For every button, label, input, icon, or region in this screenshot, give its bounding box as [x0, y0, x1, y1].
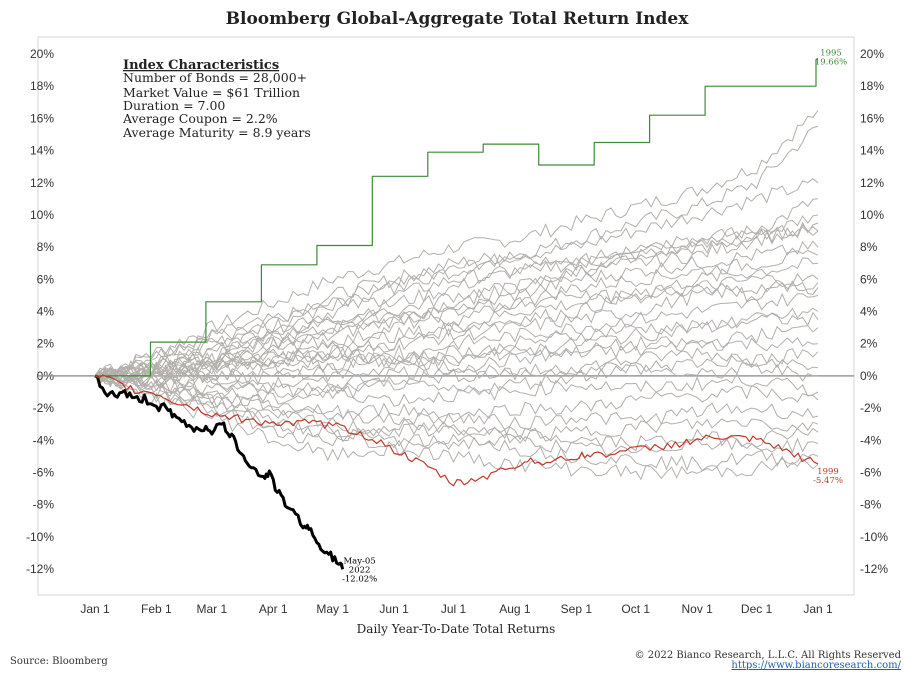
y-tick-label-right: -12% [860, 562, 888, 576]
background-series-line [94, 375, 819, 462]
highlight-series-group [94, 58, 819, 570]
background-series-line [94, 214, 819, 387]
website-link[interactable]: https://www.biancoresearch.com/ [731, 660, 901, 671]
x-tick-label: Mar 1 [197, 602, 228, 616]
y-tick-label-right: 8% [860, 240, 878, 254]
source-note: Source: Bloomberg [10, 656, 108, 667]
x-tick-label: Jun 1 [379, 602, 409, 616]
series-end-label-2022: May-05 2022 -12.02% [342, 556, 377, 584]
y-tick-label-left: 16% [30, 111, 54, 125]
background-series-line [94, 371, 819, 472]
y-tick-label-right: 18% [860, 79, 884, 93]
background-series-line [94, 198, 819, 378]
y-axis-right: -12% -10% -8% -6% -4% -2% 0% 2% 4% 6% 8% 10% 12% 14% 1… [860, 47, 888, 576]
x-tick-label: Nov 1 [681, 602, 713, 616]
y-tick-label-left: -12% [26, 562, 54, 576]
y-tick-label-right: -4% [860, 433, 882, 447]
annotation-box: Index Characteristics Number of Bonds = … [122, 58, 311, 140]
background-series-line [94, 273, 819, 381]
background-series-line [94, 362, 819, 400]
background-series-line [94, 374, 819, 456]
y-tick-label-left: 8% [37, 240, 55, 254]
y-tick-label-left: -10% [26, 530, 54, 544]
y-tick-label-left: 10% [30, 208, 54, 222]
x-tick-label: Feb 1 [141, 602, 172, 616]
y-tick-label-right: -6% [860, 465, 882, 479]
y-tick-label-right: 20% [860, 47, 884, 61]
chart-title: Bloomberg Global-Aggregate Total Return … [226, 9, 690, 29]
y-tick-label-right: -10% [860, 530, 888, 544]
background-series-line [94, 240, 819, 380]
background-series-group [94, 110, 819, 481]
x-tick-label: Sep 1 [561, 602, 593, 616]
plot-frame [37, 36, 855, 596]
x-tick-label: May 1 [316, 602, 349, 616]
y-tick-label-left: -8% [33, 498, 55, 512]
x-tick-label: Apr 1 [259, 602, 288, 616]
background-series-line [94, 249, 819, 380]
x-tick-label: Oct 1 [621, 602, 650, 616]
annotation-line: Average Maturity = 8.9 years [122, 125, 311, 140]
background-series-line [94, 292, 819, 380]
copyright-note: © 2022 Bianco Research, L.L.C. All Right… [635, 650, 902, 661]
background-series-line [94, 372, 819, 407]
x-tick-label: Jan 1 [80, 602, 110, 616]
y-axis-left: -12%-10%-8%-6%-4%-2%0%2%4%6%8%10%12%14%1… [26, 47, 54, 576]
y-tick-label-right: 14% [860, 144, 884, 158]
y-tick-label-right: 4% [860, 305, 878, 319]
annotation-title: Index Characteristics [123, 58, 279, 73]
series-line-1995 [95, 58, 818, 377]
y-tick-label-right: 2% [860, 337, 878, 351]
annotation-line: Average Coupon = 2.2% [122, 111, 278, 126]
y-tick-label-left: 12% [30, 176, 54, 190]
y-tick-label-right: 6% [860, 272, 878, 286]
y-tick-label-left: -2% [33, 401, 55, 415]
y-tick-label-right: 0% [860, 369, 878, 383]
series-line-1999 [94, 374, 819, 487]
y-tick-label-right: 12% [860, 176, 884, 190]
y-tick-label-left: 20% [30, 47, 54, 61]
background-series-line [94, 325, 819, 384]
background-series-line [94, 280, 819, 380]
y-tick-label-right: -8% [860, 498, 882, 512]
x-tick-label: Jul 1 [441, 602, 467, 616]
y-tick-label-left: 6% [37, 272, 55, 286]
x-tick-label: Jan 1 [803, 602, 833, 616]
y-tick-label-right: 16% [860, 111, 884, 125]
y-tick-label-left: 4% [37, 305, 55, 319]
background-series-line [94, 372, 819, 424]
background-series-line [94, 307, 819, 384]
y-tick-label-right: -2% [860, 401, 882, 415]
x-axis: Jan 1 Feb 1 Mar 1 Apr 1 May 1 Jun 1 Jul 1 Aug 1… [80, 602, 833, 616]
background-series-line [94, 178, 819, 377]
series-line-2022 [94, 374, 345, 570]
y-tick-label-left: -6% [33, 465, 55, 479]
highlight-labels-group: May-05 2022 -12.02% 1995 19.66% 1999 -5.47% [342, 48, 847, 584]
background-series-line [94, 224, 819, 377]
series-end-label-1995: 1995 19.66% [815, 48, 847, 67]
annotation-line: Market Value = $61 Trillion [123, 85, 300, 100]
background-series-line [94, 371, 819, 431]
y-tick-label-left: 14% [30, 144, 54, 158]
y-tick-label-left: 18% [30, 79, 54, 93]
x-axis-label: Daily Year-To-Date Total Returns [357, 622, 556, 636]
series-end-label-1999: 1999 -5.47% [813, 467, 843, 486]
y-tick-label-left: -4% [33, 433, 55, 447]
background-series-line [94, 372, 819, 481]
y-tick-label-right: 10% [860, 208, 884, 222]
background-series-line [94, 374, 819, 444]
x-tick-label: Aug 1 [499, 602, 531, 616]
background-series-line [94, 279, 819, 387]
x-tick-label: Dec 1 [741, 602, 773, 616]
annotation-line: Number of Bonds = 28,000+ [123, 70, 307, 85]
background-series-line [94, 353, 819, 399]
annotation-line: Duration = 7.00 [123, 98, 225, 113]
y-tick-label-left: 2% [37, 337, 55, 351]
background-series-line [94, 110, 819, 377]
